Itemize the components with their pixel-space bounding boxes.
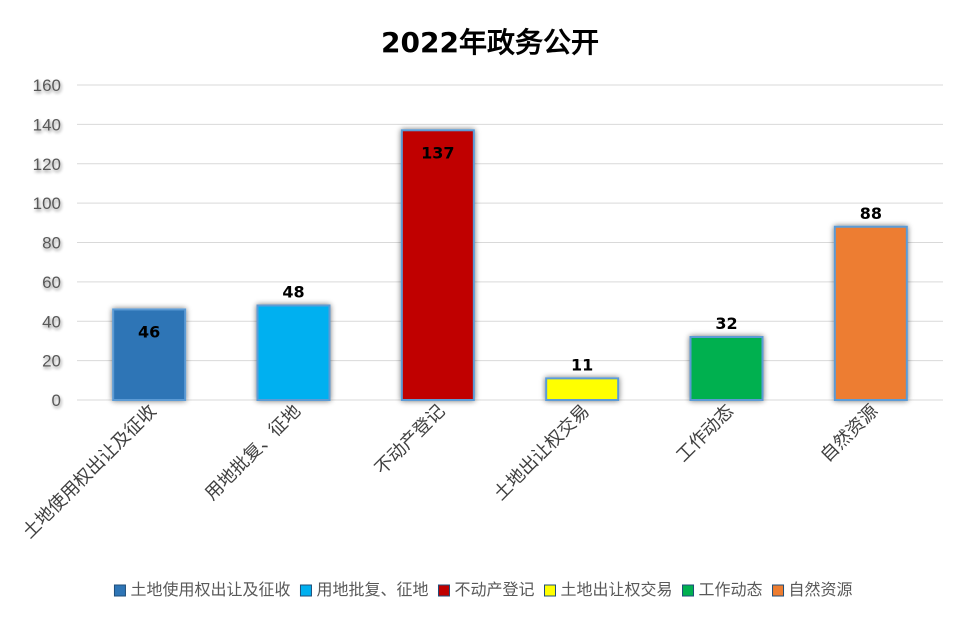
legend-label-1: 土地使用权出让及征收 bbox=[130, 580, 290, 599]
legend-swatch-2 bbox=[299, 584, 312, 597]
x-tick-label-4: 土地出让权交易 bbox=[490, 401, 594, 505]
y-tick-label-120: 120 bbox=[33, 155, 61, 174]
legend-item-3: 不动产登记 bbox=[437, 580, 535, 599]
legend-swatch-5 bbox=[682, 584, 695, 597]
y-tick-label-60: 60 bbox=[42, 273, 61, 292]
data-label-4: 11 bbox=[571, 355, 593, 374]
y-tick-label-100: 100 bbox=[33, 194, 61, 213]
legend-label-6: 自然资源 bbox=[789, 580, 853, 599]
legend-swatch-3 bbox=[437, 584, 450, 597]
legend-label-4: 土地出让权交易 bbox=[561, 580, 673, 599]
bar-6 bbox=[833, 225, 908, 401]
y-tick-label-0: 0 bbox=[52, 391, 61, 410]
legend-swatch-4 bbox=[544, 584, 556, 597]
gridlines bbox=[77, 84, 943, 401]
data-label-6: 88 bbox=[860, 204, 882, 223]
legend-item-1: 土地使用权出让及征收 bbox=[113, 580, 290, 599]
y-tick-label-20: 20 bbox=[42, 352, 61, 371]
legend-item-4: 土地出让权交易 bbox=[544, 580, 673, 599]
data-labels: 46 48 137 11 32 88 bbox=[138, 143, 882, 374]
x-tick-label-1: 土地使用权出让及征收 bbox=[19, 401, 161, 543]
x-axis-labels: 土地使用权出让及征收 用地批复、征地 不动产登记 土地出让权交易 工作动态 自然资源 bbox=[19, 401, 883, 543]
x-tick-label-6: 自然资源 bbox=[817, 401, 883, 467]
data-label-3: 137 bbox=[421, 143, 454, 162]
y-tick-label-160: 160 bbox=[33, 76, 61, 95]
bar-3 bbox=[400, 129, 475, 401]
legend-swatch-6 bbox=[772, 584, 785, 597]
y-axis-ticks: 0 20 40 60 80 100 120 140 160 bbox=[33, 76, 61, 410]
y-tick-label-140: 140 bbox=[33, 115, 61, 134]
bars bbox=[112, 129, 908, 401]
legend-label-2: 用地批复、征地 bbox=[316, 580, 428, 599]
chart-title: 2022年政务公开 bbox=[381, 26, 599, 59]
legend: 土地使用权出让及征收 用地批复、征地 不动产登记 土地出让权交易 工作动态 自然资源 bbox=[113, 580, 853, 599]
y-tick-label-40: 40 bbox=[42, 312, 61, 331]
legend-label-3: 不动产登记 bbox=[454, 580, 534, 599]
legend-swatch-1 bbox=[113, 584, 126, 597]
legend-item-5: 工作动态 bbox=[682, 580, 763, 599]
bar-4 bbox=[545, 377, 620, 401]
bar-2 bbox=[256, 304, 331, 401]
y-tick-label-80: 80 bbox=[42, 234, 61, 253]
bar-5 bbox=[689, 336, 764, 401]
data-label-2: 48 bbox=[282, 283, 304, 302]
data-label-1: 46 bbox=[138, 322, 160, 341]
data-label-5: 32 bbox=[715, 314, 737, 333]
legend-label-5: 工作动态 bbox=[699, 580, 763, 599]
x-tick-label-3: 不动产登记 bbox=[371, 401, 449, 479]
legend-item-6: 自然资源 bbox=[772, 580, 853, 599]
x-tick-label-2: 用地批复、征地 bbox=[201, 401, 305, 505]
legend-item-2: 用地批复、征地 bbox=[299, 580, 428, 599]
bar-1 bbox=[112, 308, 187, 401]
x-tick-label-5: 工作动态 bbox=[672, 401, 738, 467]
